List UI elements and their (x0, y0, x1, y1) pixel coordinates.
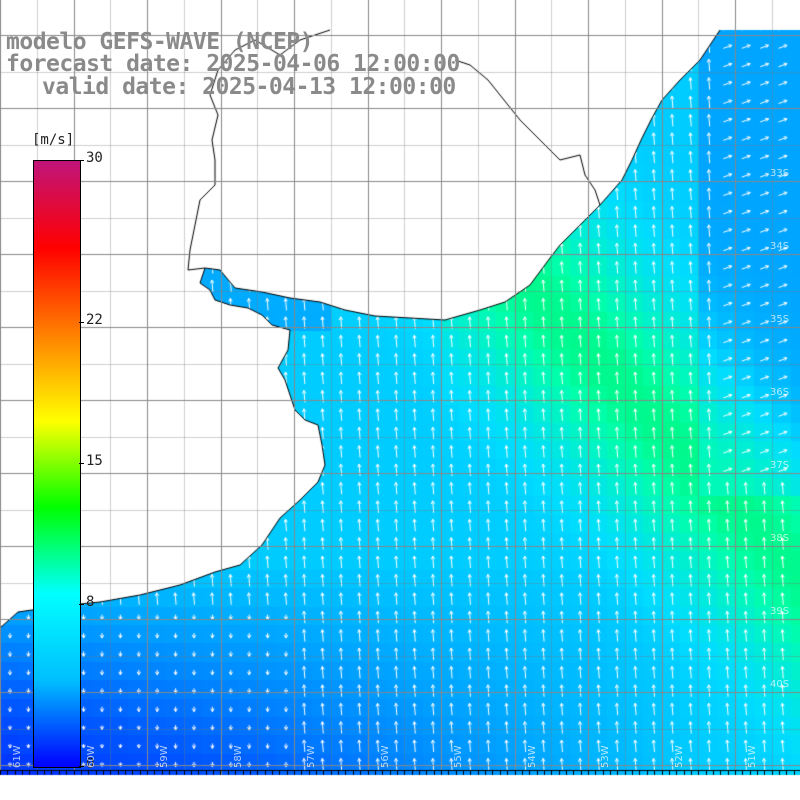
longitude-label: 61W (12, 745, 23, 768)
longitude-label: 54W (526, 745, 538, 768)
colorbar (33, 160, 81, 768)
colorbar-tick (79, 463, 84, 464)
colorbar-tick-label: 0 (86, 756, 95, 772)
latitude-label: 35S (770, 314, 790, 325)
model-title: modelo GEFS-WAVE (NCEP) (6, 29, 314, 55)
latitude-label: 38S (770, 533, 790, 544)
latitude-label: 40S (770, 679, 790, 690)
longitude-label: 51W (747, 745, 758, 768)
longitude-label: 57W (306, 745, 317, 768)
latitude-label: 36S (770, 387, 790, 398)
longitude-label: 58W (232, 745, 244, 768)
latitude-label: 39S (770, 606, 790, 617)
longitude-label: 55W (453, 745, 464, 768)
longitude-label: 60W (85, 745, 97, 768)
latitude-label: 34S (770, 241, 790, 252)
colorbar-tick (79, 766, 84, 767)
colorbar-tick-label: 30 (86, 150, 103, 166)
colorbar-tick-label: 8 (86, 594, 95, 611)
colorbar-tick (79, 604, 84, 606)
longitude-label: 56W (379, 745, 391, 768)
latitude-label: 37S (770, 460, 790, 471)
longitude-label: 53W (600, 745, 611, 768)
valid-date: valid date: 2025-04-13 12:00:00 (42, 74, 456, 100)
longitude-label: 52W (673, 745, 685, 768)
forecast-date: forecast date: 2025-04-06 12:00:00 (6, 51, 460, 77)
longitude-label: 59W (159, 745, 170, 768)
colorbar-tick-label: 22 (86, 311, 103, 328)
colorbar-tick-label: 15 (86, 453, 103, 469)
colorbar-unit: [m/s] (32, 132, 75, 148)
colorbar-tick (79, 160, 84, 161)
colorbar-tick (79, 321, 84, 323)
latitude-label: 33S (770, 168, 790, 179)
